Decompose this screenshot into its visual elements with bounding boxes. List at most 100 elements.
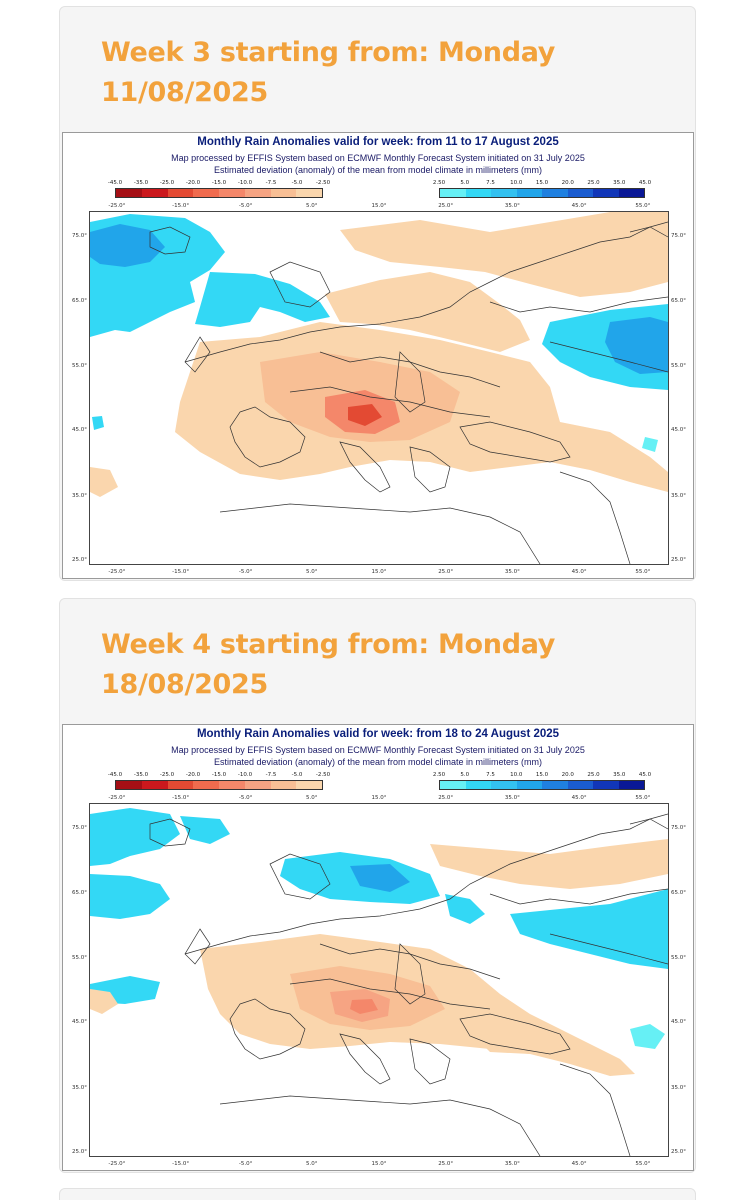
week-4-card: Week 4 starting from: Monday 18/08/2025 … [59, 598, 696, 1173]
longitude-tick-label: 15.0° [371, 795, 387, 801]
longitude-tick-label: 45.0° [571, 1161, 587, 1167]
coastline-outlines [149, 813, 668, 1156]
dry-anomaly-alps-peak [348, 404, 382, 426]
legend-tick-label: 10.0 [510, 180, 523, 186]
legend-positive-scale: 2.50 5.0 7.5 10.0 15.0 20.0 25.0 35.0 45.0 [433, 180, 651, 202]
longitude-tick-label: -15.0° [172, 203, 190, 209]
legend-swatch [116, 781, 142, 789]
x-axis-ticks-bottom: -25.0° -15.0° -5.0° 5.0° 15.0° 25.0° 35.0° 45.0… [89, 1161, 669, 1169]
legend-tick-label: -35.0 [133, 180, 149, 186]
longitude-tick-label: -5.0° [238, 569, 253, 575]
y-axis-ticks-left: 75.0° 65.0° 55.0° 45.0° 35.0° 25.0° [65, 211, 87, 565]
legend-positive-scale: 2.50 5.0 7.5 10.0 15.0 20.0 25.0 35.0 45.0 [433, 772, 651, 794]
longitude-tick-label: 25.0° [438, 203, 454, 209]
legend-swatch [244, 189, 271, 197]
longitude-tick-label: 45.0° [571, 795, 587, 801]
longitude-tick-label: 55.0° [635, 203, 651, 209]
legend-swatch [141, 189, 168, 197]
wet-anomaly-greenland-sea [195, 272, 330, 327]
legend-swatch [465, 781, 491, 789]
longitude-tick-label: -15.0° [172, 1161, 190, 1167]
legend-swatch [516, 781, 542, 789]
legend-negative-scale: -45.0 -35.0 -25.0 -20.0 -15.0 -10.0 -7.5 -5.0 -2… [108, 180, 330, 202]
x-axis-ticks-bottom: -25.0° -15.0° -5.0° 5.0° 15.0° 25.0° 35.0° 45.0… [89, 569, 669, 577]
longitude-tick-label: 5.0° [305, 569, 318, 575]
legend-tick-label: 35.0 [613, 180, 626, 186]
x-axis-ticks-top: -25.0° -15.0° -5.0° 5.0° 15.0° 25.0° 35.0° 45.0… [89, 795, 669, 803]
longitude-tick-label: 45.0° [571, 203, 587, 209]
longitude-tick-label: -25.0° [108, 203, 126, 209]
week-3-anomaly-map: Monthly Rain Anomalies valid for week: f… [62, 132, 694, 579]
legend-swatch [167, 189, 194, 197]
dry-anomaly-alps-peak [350, 999, 378, 1014]
longitude-tick-label: -15.0° [172, 569, 190, 575]
wet-anomaly-russia [510, 889, 668, 969]
longitude-tick-label: 15.0° [371, 569, 387, 575]
latitude-tick-label: 65.0° [72, 297, 87, 304]
legend-swatch [116, 189, 142, 197]
map-subtitle-processing: Map processed by EFFIS System based on E… [171, 153, 585, 163]
legend-tick-label: 25.0 [587, 772, 600, 778]
legend-tick-label: -15.0 [211, 180, 227, 186]
wet-anomaly-scandinavia-core [350, 864, 410, 892]
legend-swatch [296, 189, 322, 197]
legend-tick-label: 5.0 [460, 772, 470, 778]
latitude-tick-label: 45.0° [671, 1019, 686, 1026]
week-3-card: Week 3 starting from: Monday 11/08/2025 … [59, 6, 696, 581]
legend-tick-label: 15.0 [535, 180, 549, 186]
longitude-tick-label: -15.0° [172, 795, 190, 801]
legend-tick-label: -45.0 [107, 772, 123, 778]
latitude-tick-label: 75.0° [72, 824, 87, 831]
europe-map-plot [89, 803, 669, 1157]
legend-tick-label: -20.0 [185, 772, 201, 778]
legend-swatch [440, 189, 466, 197]
legend-tick-label: -25.0 [159, 180, 175, 186]
wet-anomaly-caspian [642, 437, 658, 452]
latitude-tick-label: 25.0° [671, 556, 686, 563]
dry-anomaly-iberia [90, 989, 118, 1014]
legend-swatch [567, 189, 593, 197]
legend-swatch [219, 781, 245, 789]
legend-tick-label: 20.0 [561, 772, 574, 778]
latitude-tick-label: 25.0° [72, 556, 87, 563]
legend-swatch [542, 781, 568, 789]
longitude-tick-label: -5.0° [238, 795, 253, 801]
legend-swatch [270, 781, 297, 789]
week-4-heading: Week 4 starting from: Monday 18/08/2025 [101, 629, 556, 700]
latitude-tick-label: 75.0° [671, 824, 686, 831]
legend-tick-label: -35.0 [133, 772, 149, 778]
legend-negative-scale: -45.0 -35.0 -25.0 -20.0 -15.0 -10.0 -7.5 -5.0 -2… [108, 772, 330, 794]
latitude-tick-label: 35.0° [671, 1084, 686, 1091]
legend-tick-label: 45.0 [638, 180, 652, 186]
longitude-tick-label: 15.0° [371, 1161, 387, 1167]
longitude-tick-label: 55.0° [635, 1161, 651, 1167]
legend-tick-label: -20.0 [185, 180, 201, 186]
longitude-tick-label: 35.0° [504, 795, 520, 801]
legend-tick-label: -5.0 [291, 180, 303, 186]
y-axis-ticks-right: 75.0° 65.0° 55.0° 45.0° 35.0° 25.0° [671, 803, 693, 1157]
legend-tick-label: 7.5 [486, 772, 495, 778]
legend-tick-label: -5.0 [291, 772, 303, 778]
dry-anomaly-arctic [430, 839, 668, 889]
latitude-tick-label: 65.0° [671, 889, 686, 896]
dry-anomaly-iberia-coast [90, 467, 118, 497]
longitude-tick-label: 35.0° [504, 1161, 520, 1167]
legend-tick-label: -2.50 [315, 772, 331, 778]
latitude-tick-label: 65.0° [72, 889, 87, 896]
longitude-tick-label: 25.0° [438, 569, 454, 575]
longitude-tick-label: 5.0° [305, 203, 318, 209]
wet-anomaly-baltic [445, 894, 485, 924]
latitude-tick-label: 45.0° [72, 427, 87, 434]
wet-anomaly-north-atlantic [90, 808, 180, 866]
wet-anomaly-biscay [92, 416, 104, 430]
map-subtitle-processing: Map processed by EFFIS System based on E… [171, 745, 585, 755]
latitude-tick-label: 45.0° [72, 1019, 87, 1026]
week-4-map-graphic [90, 808, 668, 1156]
latitude-tick-label: 75.0° [72, 232, 87, 239]
latitude-tick-label: 65.0° [671, 297, 686, 304]
legend-tick-label: -2.50 [315, 180, 331, 186]
legend-tick-label: 2.50 [432, 772, 446, 778]
legend-tick-label: -7.5 [265, 772, 277, 778]
legend-tick-label: -45.0 [107, 180, 123, 186]
legend-tick-label: 20.0 [561, 180, 574, 186]
